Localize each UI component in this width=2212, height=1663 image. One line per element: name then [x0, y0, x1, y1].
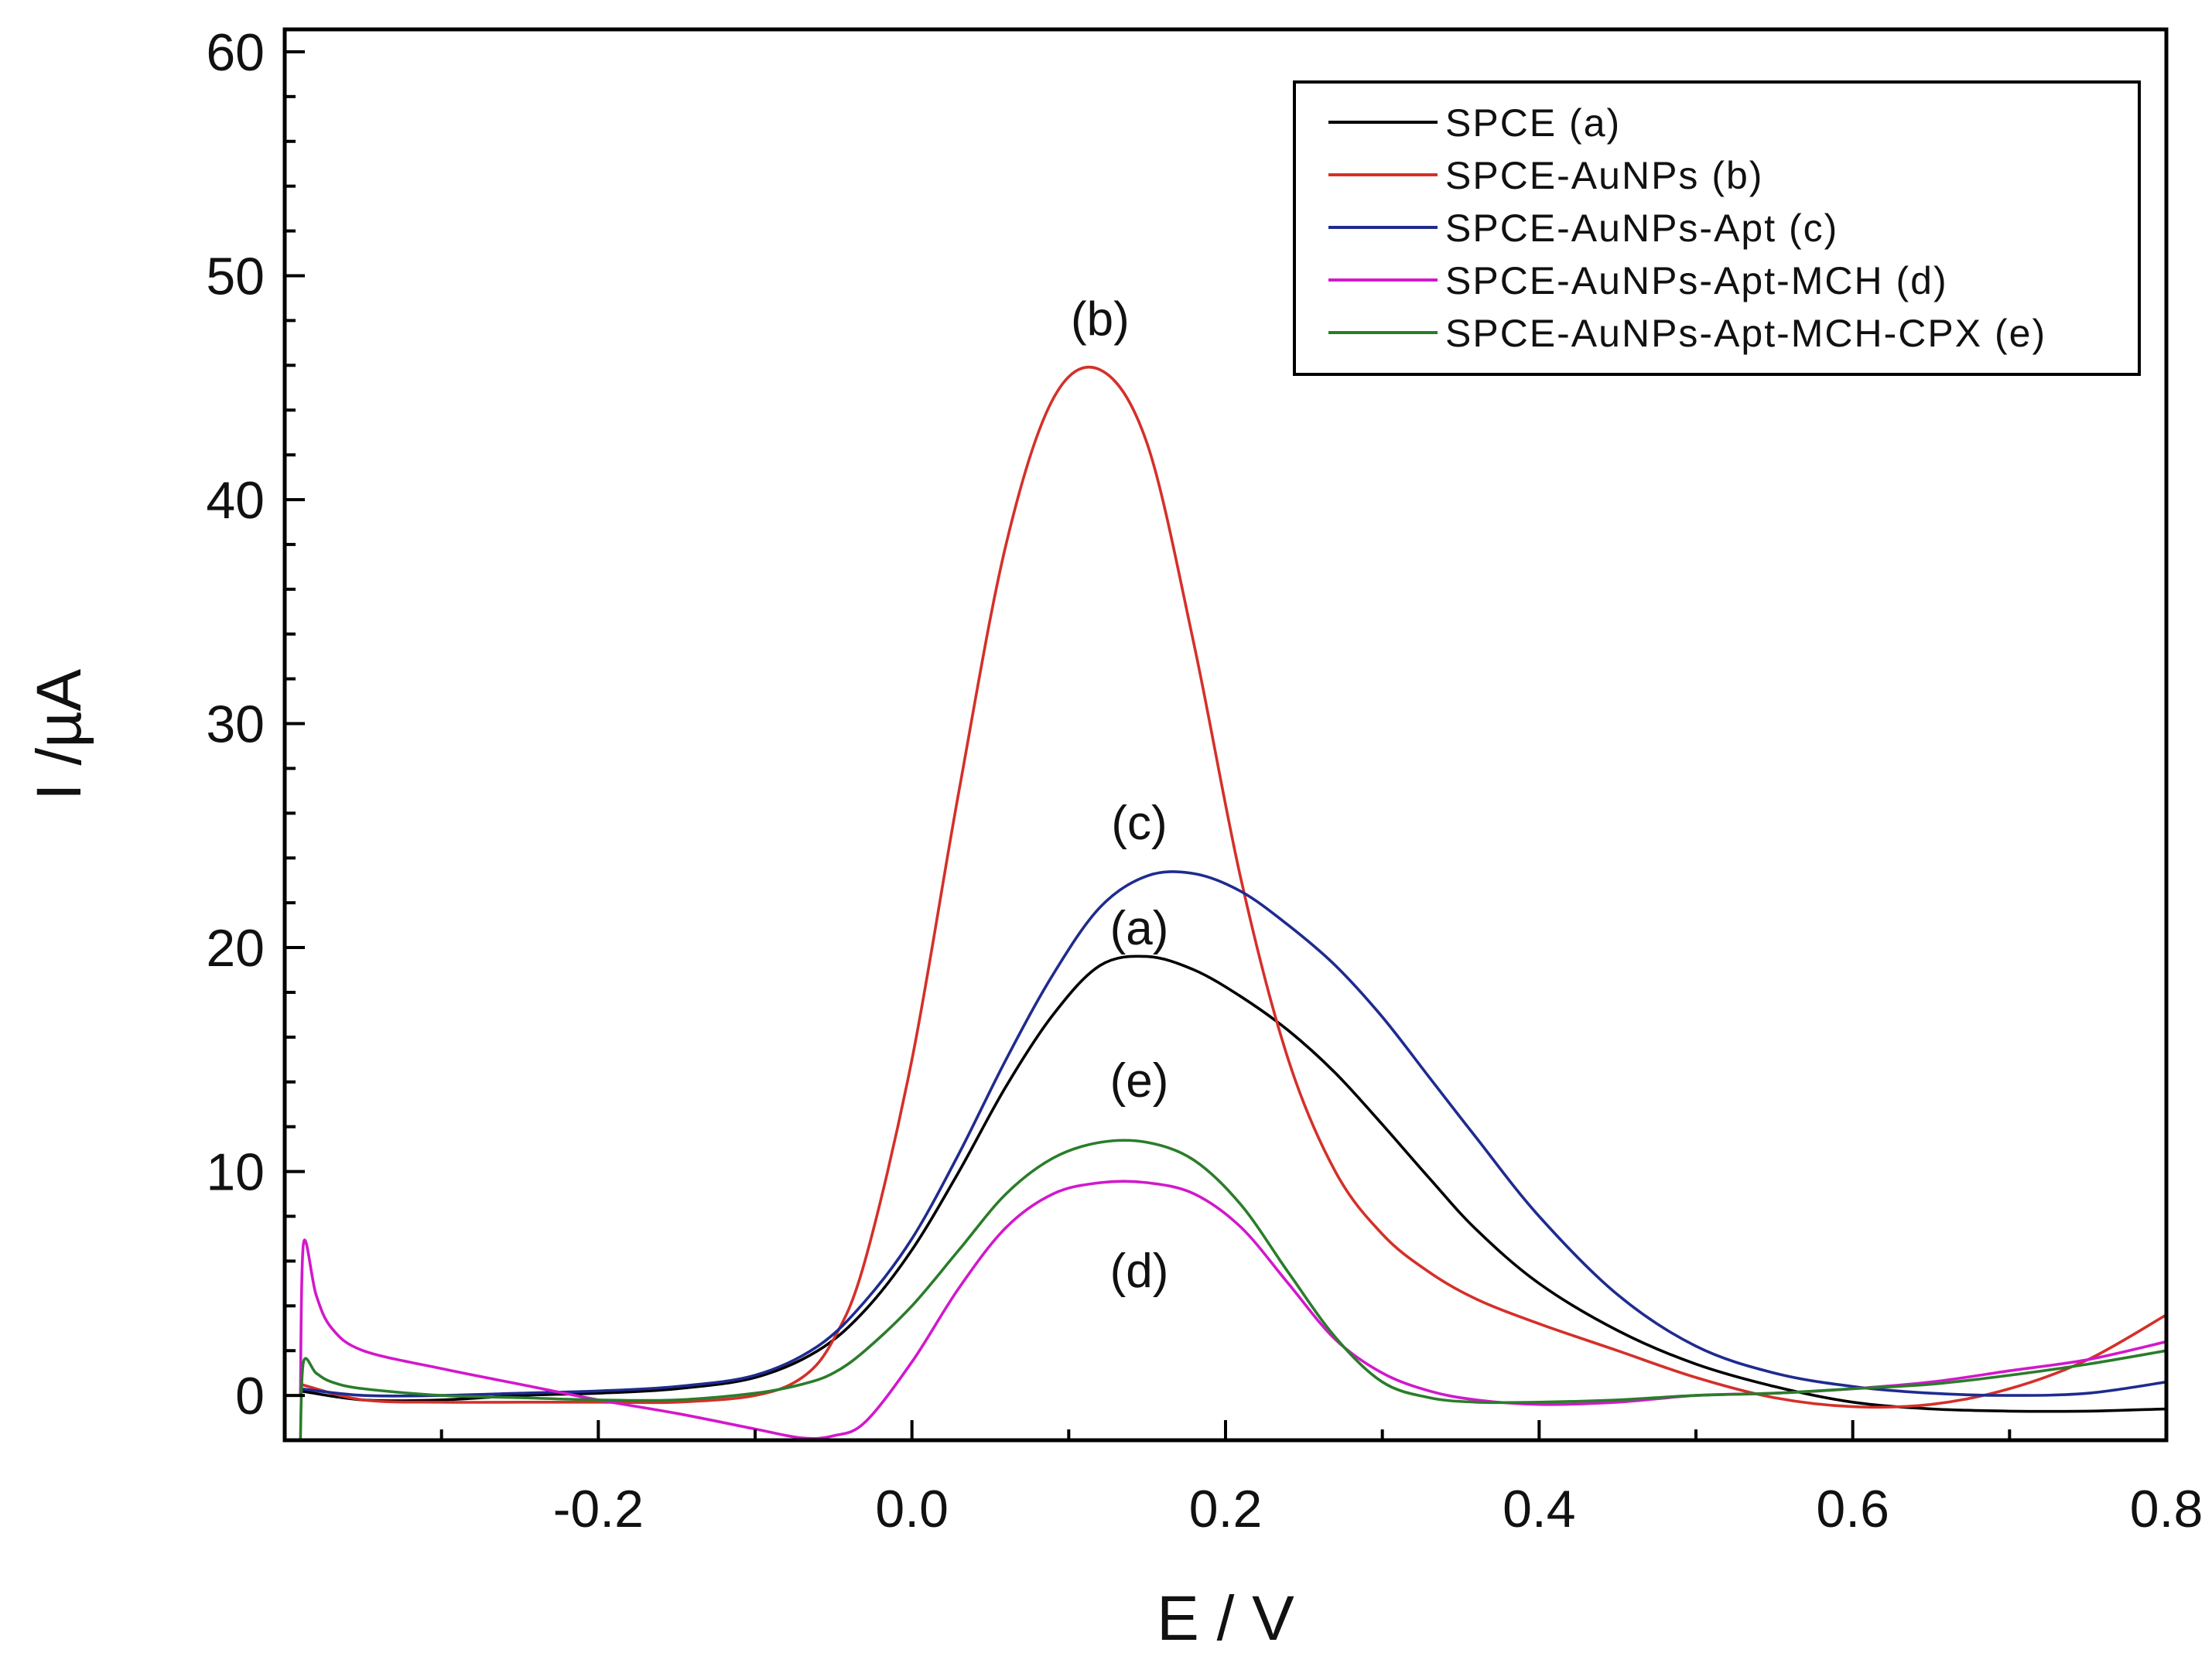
curve-tag-label: (b): [1071, 292, 1130, 346]
curve-tag-label: (d): [1110, 1245, 1169, 1298]
y-tick-label: 50: [206, 247, 265, 306]
legend-label: SPCE (a): [1445, 101, 1621, 145]
curve-tag-label: (a): [1110, 902, 1169, 955]
series-line-2: [299, 365, 2167, 1409]
series-line-5: [299, 1139, 2167, 1441]
x-tick-label: 0.8: [2130, 1480, 2203, 1538]
curve-annotations: (b) (c) (a) (e) (d): [1071, 292, 1168, 1297]
x-axis-title: E / V: [1157, 1583, 1294, 1654]
y-tick-label: 10: [206, 1143, 265, 1202]
curve-tag-label: (e): [1110, 1054, 1169, 1108]
legend-label: SPCE-AuNPs-Apt-MCH-CPX (e): [1445, 312, 2046, 355]
y-tick-label: 60: [206, 23, 265, 82]
y-axis-title: I /µA: [24, 669, 94, 801]
legend-label: SPCE-AuNPs (b): [1445, 154, 1763, 197]
axis-ticks: [285, 50, 2168, 1440]
y-tick-label: 40: [206, 471, 265, 530]
y-tick-label: 0: [235, 1367, 265, 1426]
x-tick-label: 0.4: [1503, 1480, 1576, 1538]
x-tick-label: 0.2: [1189, 1480, 1263, 1538]
series-line-1: [300, 954, 2167, 1413]
tick-labels: -0.2 0.0 0.2 0.4 0.6 0.8 0 10 20 30 40 50 60: [206, 23, 2203, 1538]
x-tick-label: 0.6: [1816, 1480, 1889, 1538]
series-line-3: [300, 870, 2167, 1398]
legend-label: SPCE-AuNPs-Apt (c): [1445, 207, 1838, 250]
curve-tag-label: (c): [1111, 797, 1167, 850]
x-tick-label: -0.2: [553, 1480, 644, 1538]
x-tick-label: 0.0: [875, 1480, 949, 1538]
y-tick-label: 30: [206, 695, 265, 754]
y-tick-label: 20: [206, 919, 265, 978]
series-layer: [299, 365, 2167, 1441]
legend: SPCE (a) SPCE-AuNPs (b) SPCE-AuNPs-Apt (c)…: [1293, 80, 2141, 376]
legend-label: SPCE-AuNPs-Apt-MCH (d): [1445, 259, 1948, 302]
